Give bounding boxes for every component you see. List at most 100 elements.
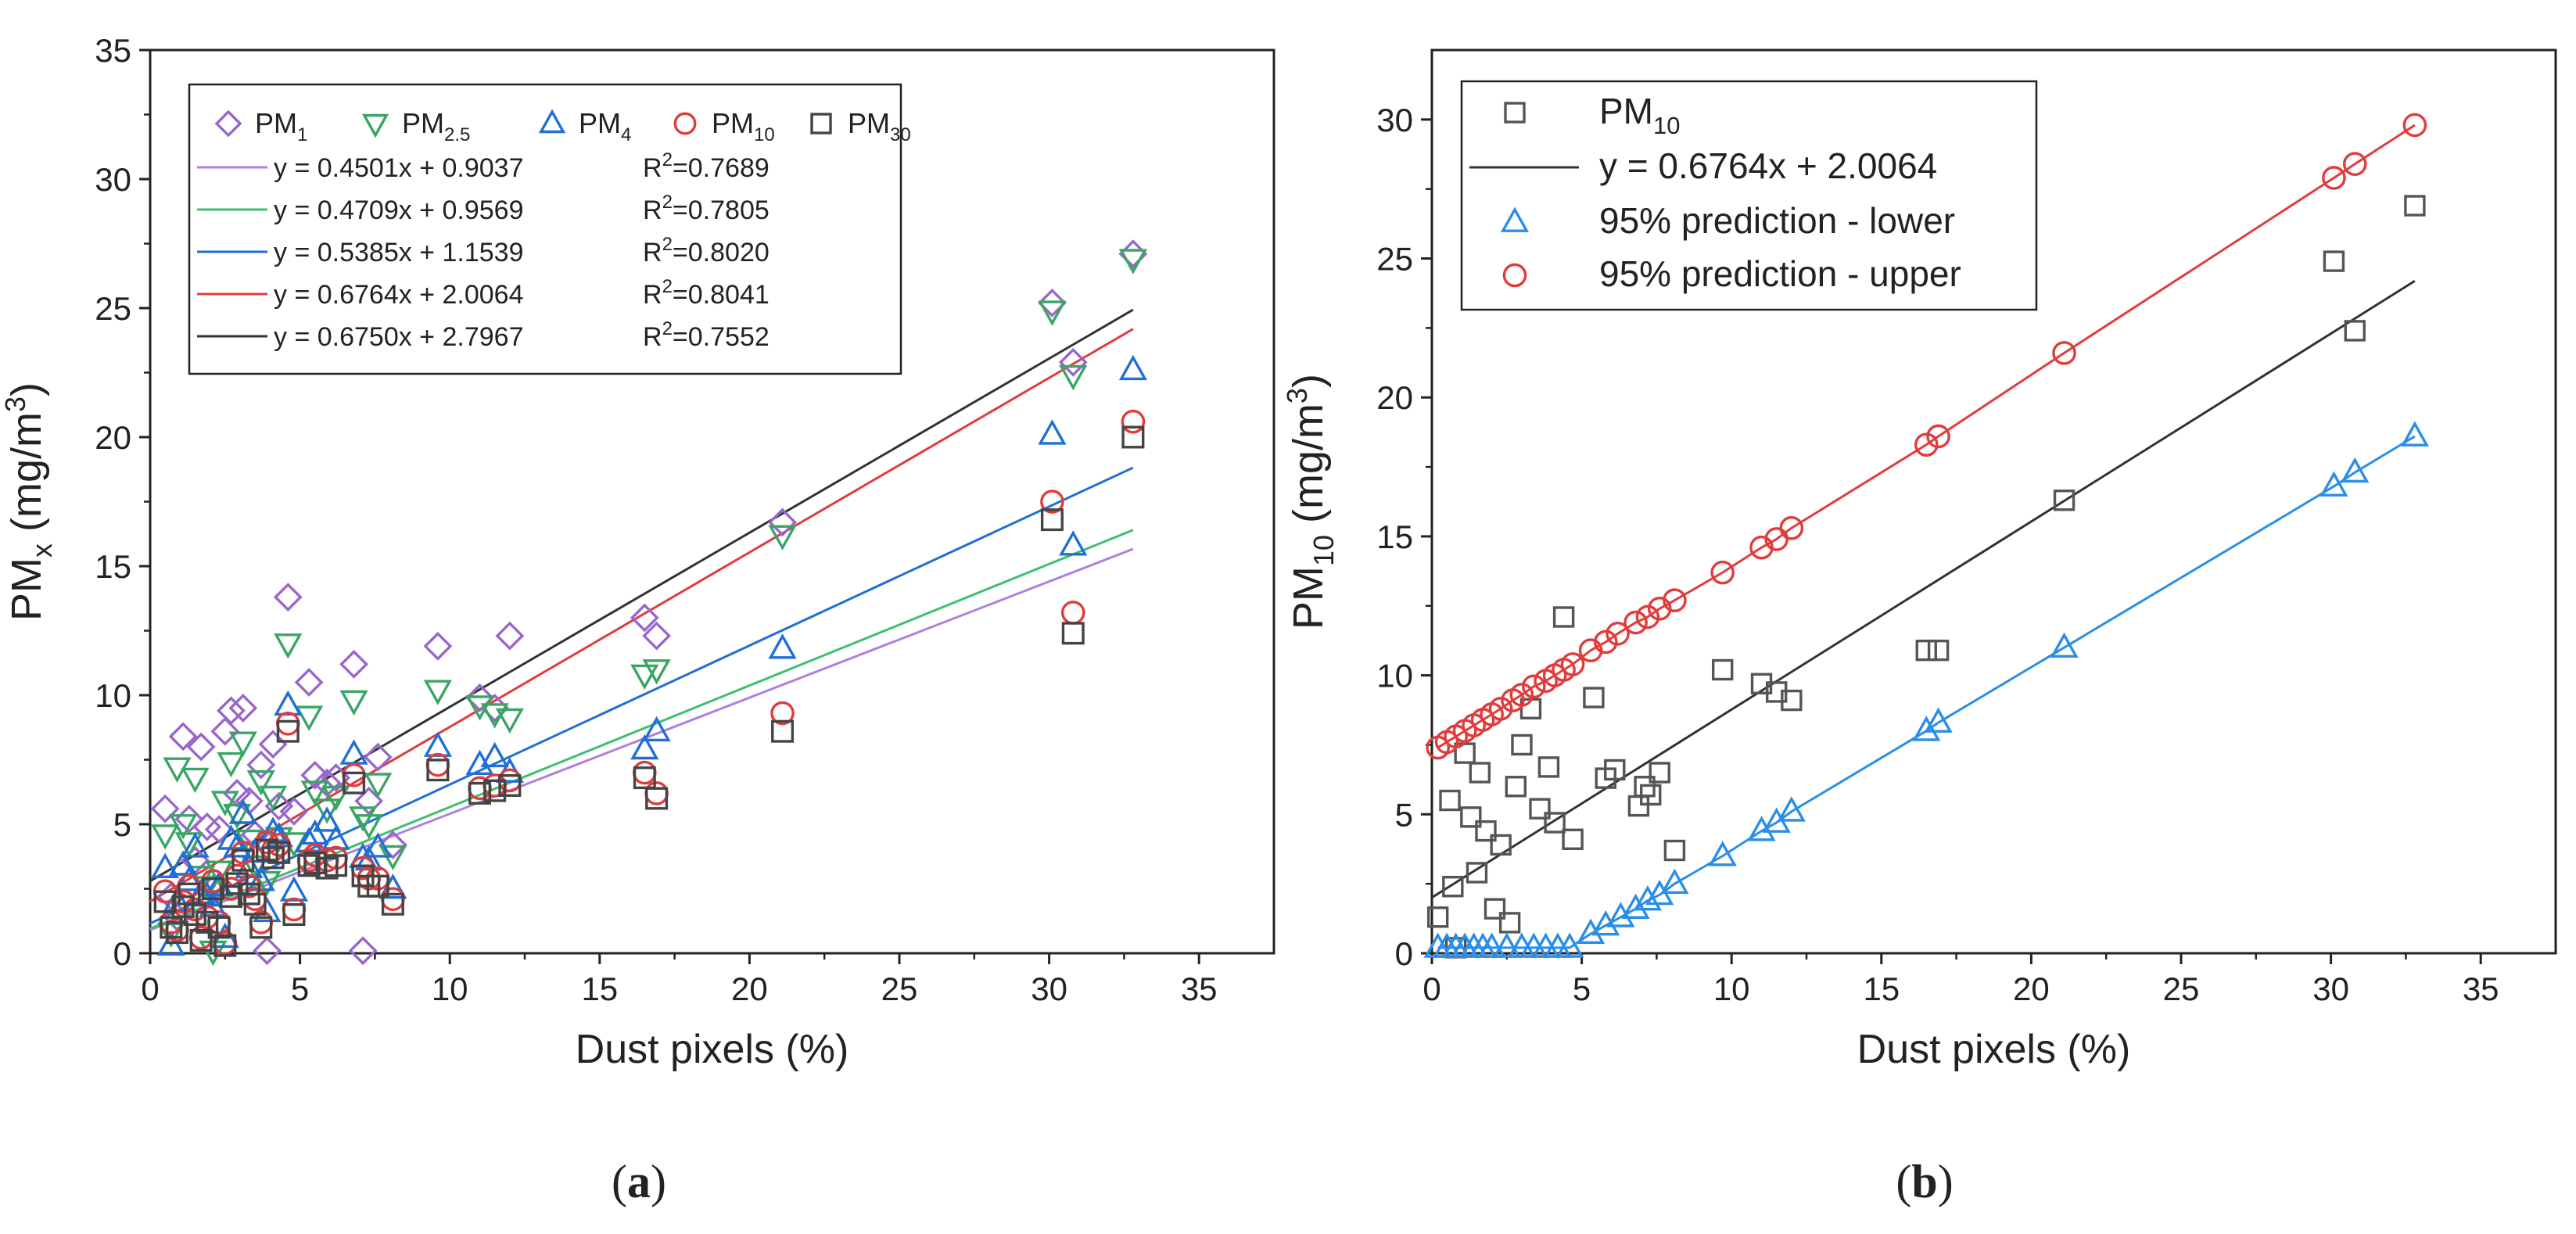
- point: [645, 787, 669, 810]
- point: [189, 928, 213, 952]
- x-axis-label: Dust pixels (%): [1857, 1027, 2131, 1072]
- y-tick-label: 25: [95, 290, 131, 327]
- point: [274, 690, 303, 716]
- point: [1552, 606, 1575, 628]
- point: [1038, 300, 1067, 326]
- panel-caption: (b): [1896, 1156, 1953, 1207]
- point: [199, 891, 228, 917]
- point: [630, 664, 659, 691]
- point: [1488, 696, 1513, 721]
- point: [378, 830, 407, 859]
- legend-equation: y = 0.4501x + 0.9037: [274, 153, 523, 183]
- point: [1779, 515, 1804, 540]
- point: [1663, 588, 1687, 612]
- point: [181, 767, 210, 794]
- point: [217, 696, 246, 726]
- point: [364, 832, 393, 858]
- point: [1059, 364, 1088, 391]
- y-tick-label: 5: [1395, 796, 1413, 833]
- point: [1924, 707, 1953, 733]
- point: [354, 814, 383, 840]
- point: [2342, 152, 2367, 177]
- x-tick-label: 0: [141, 970, 159, 1007]
- x-axis-label: Dust pixels (%): [576, 1027, 849, 1072]
- point: [1466, 862, 1488, 884]
- point: [1537, 756, 1560, 778]
- point: [1492, 932, 1521, 958]
- legend-box: [1460, 80, 2038, 311]
- x-tick-label: 20: [731, 970, 768, 1007]
- point: [364, 773, 393, 798]
- point: [1439, 789, 1461, 812]
- point: [1490, 834, 1512, 856]
- point: [181, 832, 210, 858]
- point: [771, 719, 795, 743]
- point: [2322, 166, 2346, 190]
- legend-label: PM30: [848, 107, 911, 145]
- point: [770, 701, 795, 726]
- series-upper: [1426, 113, 2427, 760]
- point: [160, 916, 183, 939]
- point: [1606, 902, 1635, 927]
- point: [768, 633, 797, 659]
- legend-label: PM10: [712, 107, 775, 145]
- legend-equation: y = 0.6764x + 2.0064: [1599, 145, 1937, 186]
- point: [219, 884, 242, 908]
- point: [273, 583, 303, 612]
- point: [1708, 841, 1737, 866]
- point: [174, 866, 203, 891]
- plot-frame: [1430, 48, 2557, 955]
- x-axis: 0 5 10 15 20 25 30 35: [141, 953, 1218, 1007]
- legend-label: PM1: [255, 107, 307, 145]
- point: [630, 603, 659, 633]
- point: [259, 785, 288, 812]
- point: [300, 780, 329, 806]
- point: [2402, 113, 2427, 138]
- point: [1059, 530, 1088, 556]
- point: [321, 785, 350, 812]
- legend-r2: R2=0.8020: [643, 234, 770, 267]
- legend-label: PM10: [1599, 91, 1680, 139]
- point: [187, 878, 216, 905]
- point: [1442, 876, 1464, 898]
- point: [312, 798, 342, 824]
- point: [2050, 632, 2079, 658]
- point: [151, 824, 180, 850]
- point: [642, 621, 672, 651]
- point: [1560, 652, 1585, 676]
- point: [174, 832, 203, 858]
- point: [1777, 796, 1806, 822]
- point: [294, 705, 324, 731]
- point: [642, 716, 671, 742]
- point: [1038, 288, 1067, 317]
- point: [210, 791, 239, 816]
- point: [168, 722, 198, 752]
- point: [1583, 687, 1605, 708]
- point: [201, 877, 224, 900]
- point: [261, 846, 285, 870]
- point: [468, 781, 492, 805]
- point: [1555, 932, 1584, 958]
- point: [312, 806, 342, 832]
- point: [2053, 490, 2076, 511]
- point: [1576, 918, 1606, 945]
- point: [228, 731, 257, 757]
- point: [205, 860, 234, 886]
- point: [1912, 716, 1941, 741]
- y-tick-label: 30: [1376, 102, 1413, 138]
- point: [1040, 490, 1064, 514]
- point: [282, 902, 306, 926]
- point: [228, 694, 258, 723]
- point: [2404, 195, 2426, 217]
- x-tick-label: 5: [1573, 970, 1591, 1007]
- point: [1914, 432, 1939, 457]
- y-axis-label: PMx (mg/m3): [0, 382, 58, 621]
- legend-r2: R2=0.7689: [643, 149, 770, 183]
- series-pm1: [150, 239, 1148, 966]
- point: [1426, 906, 1449, 928]
- x-tick-label: 30: [1031, 970, 1067, 1007]
- legend-label: 95% prediction - upper: [1599, 253, 1961, 294]
- point: [1635, 604, 1660, 630]
- point: [228, 798, 257, 824]
